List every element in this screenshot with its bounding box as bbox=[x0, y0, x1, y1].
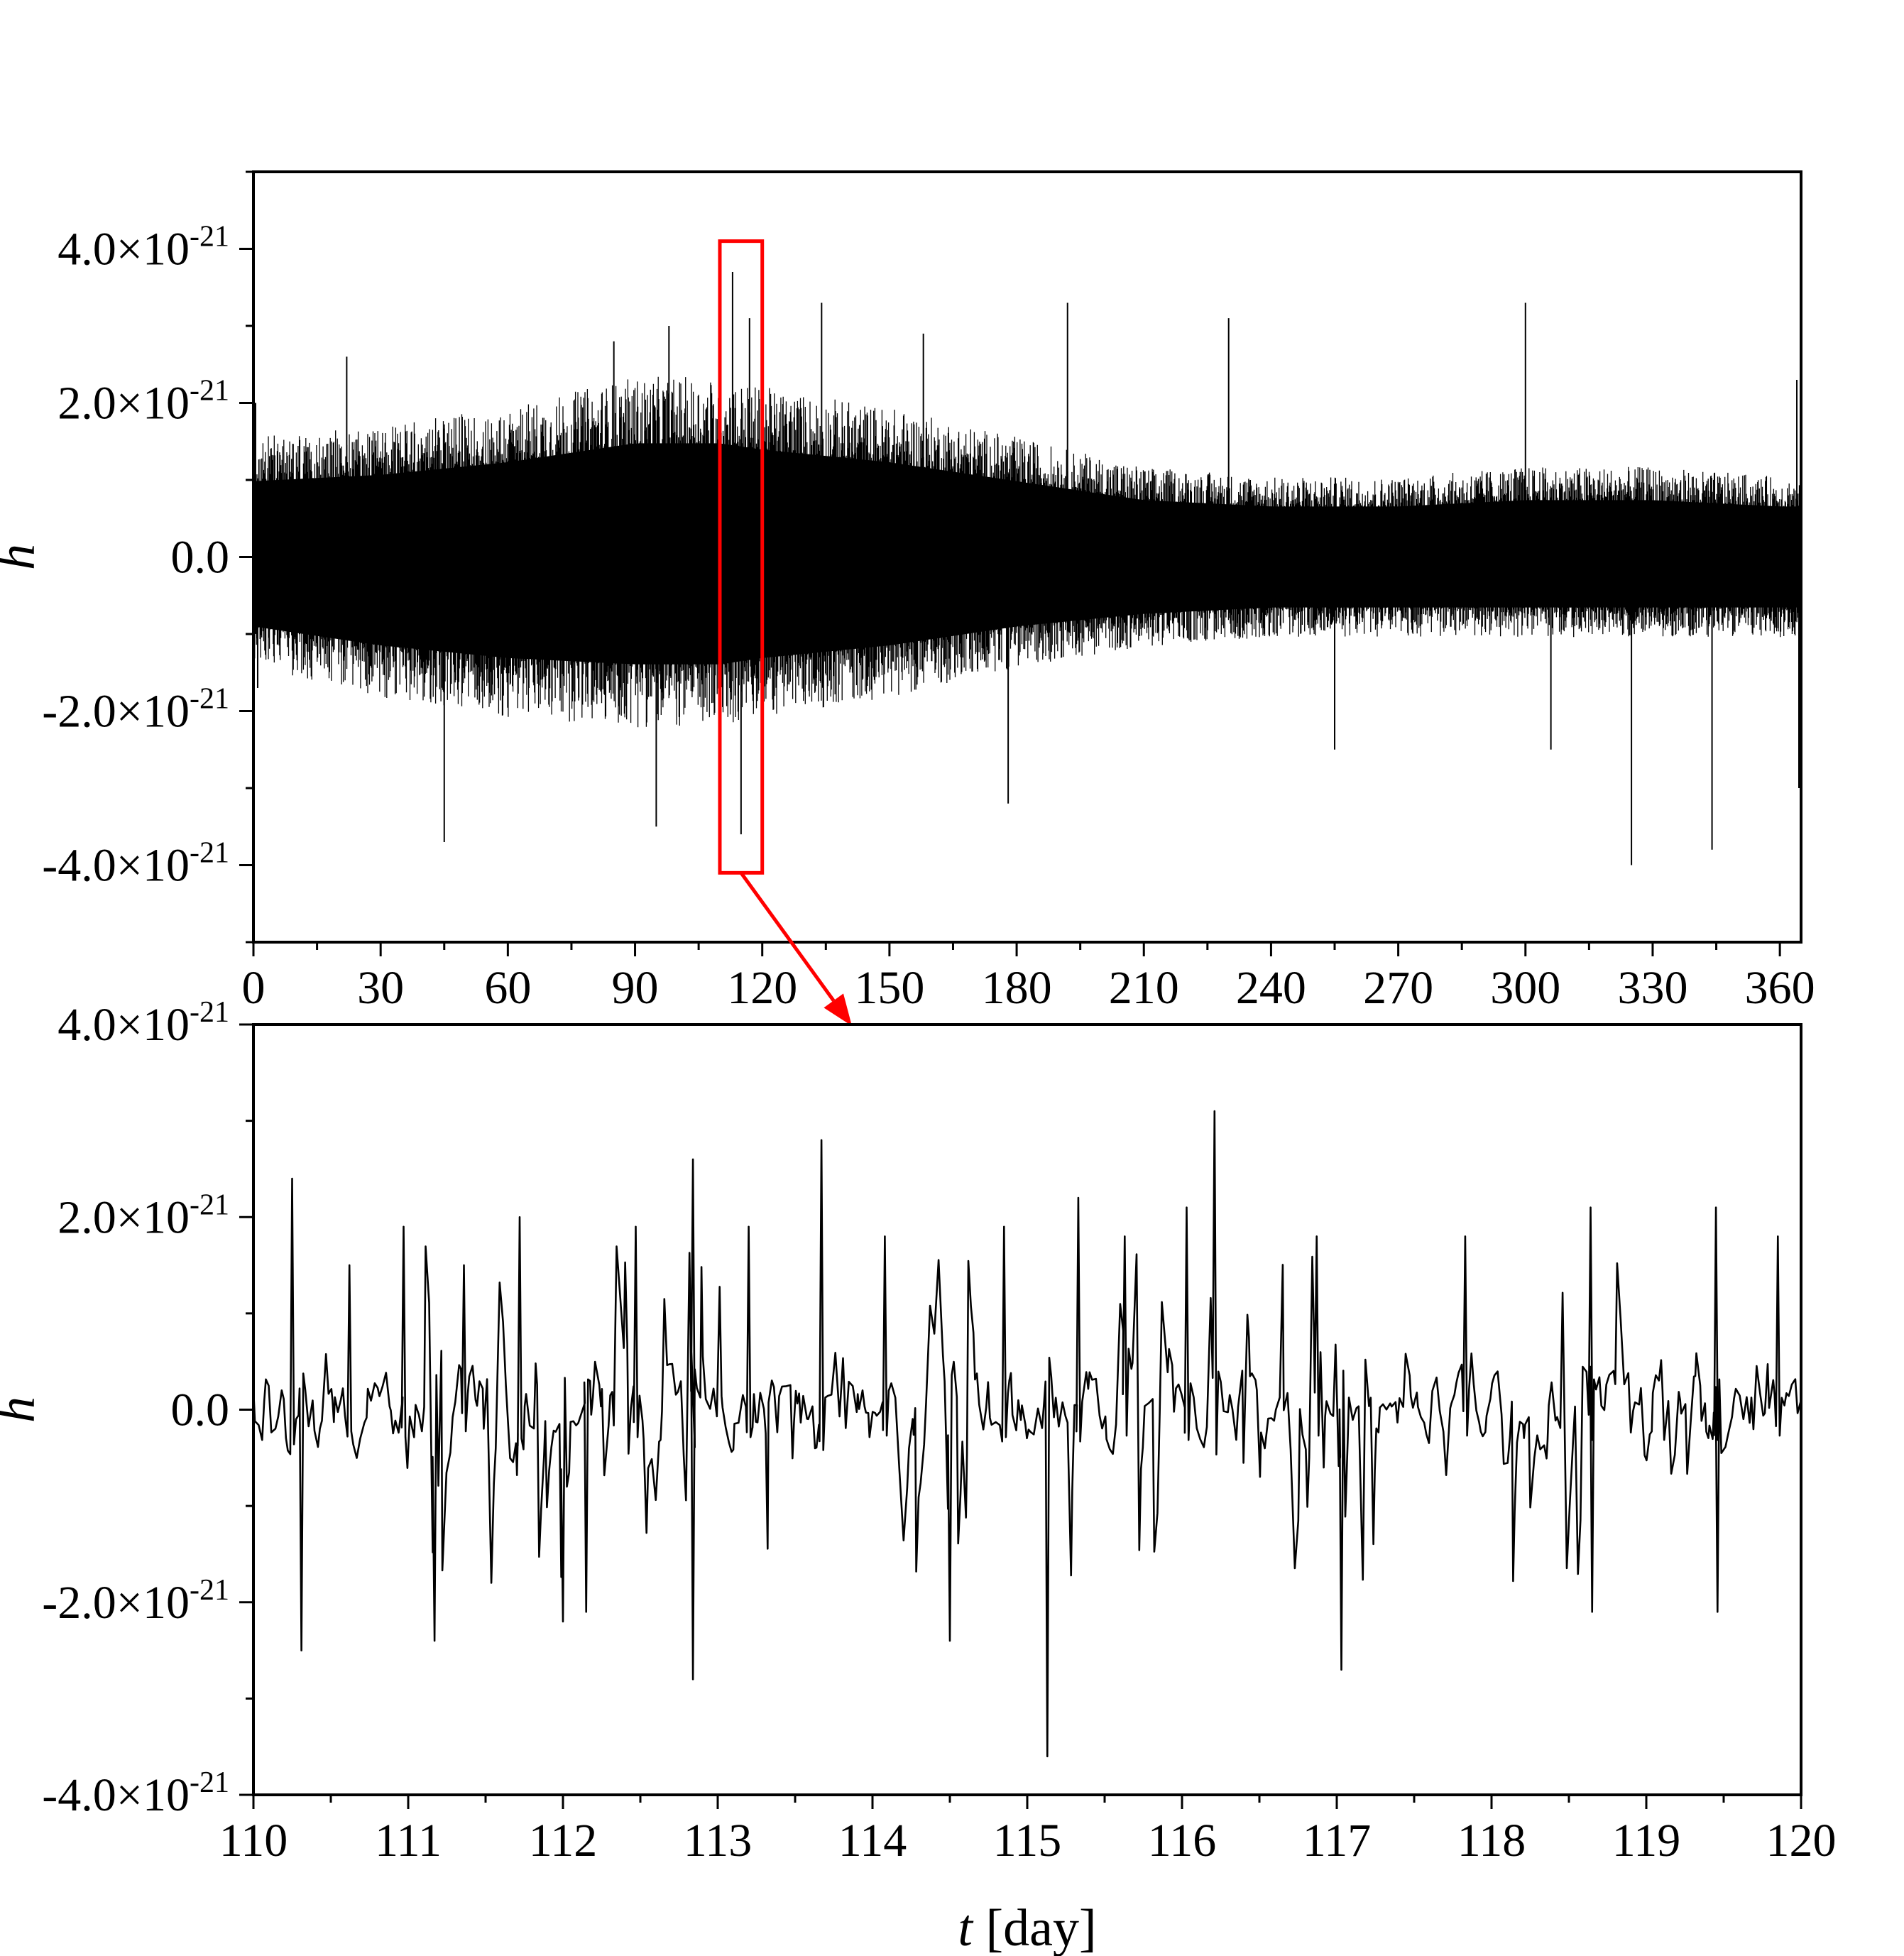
full-year-x-tick-label: 210 bbox=[1109, 962, 1179, 1014]
zoom-arrowhead bbox=[824, 993, 852, 1026]
zoom-panel: 4.0×10-21 2.0×10-21 0.0 -2.0×10-21 -4.0×10-2… bbox=[0, 996, 1837, 1956]
full-year-ticks bbox=[239, 170, 1781, 956]
full-year-signal-trace bbox=[253, 376, 1802, 728]
zoom-x-tick-label: 120 bbox=[1766, 1815, 1837, 1867]
full-year-x-tick-label: 270 bbox=[1363, 962, 1433, 1014]
zoom-x-tick-label: 114 bbox=[838, 1815, 907, 1867]
full-year-y-axis-label: h bbox=[0, 544, 46, 570]
zoom-y-tick-label: 0.0 bbox=[171, 1384, 230, 1436]
full-year-x-tick-label: 180 bbox=[982, 962, 1052, 1014]
zoom-x-tick-label: 119 bbox=[1612, 1815, 1681, 1867]
full-year-x-tick-label: 60 bbox=[484, 962, 531, 1014]
zoom-arrow bbox=[739, 871, 836, 1002]
full-year-y-tick-label: -2.0×10-21 bbox=[42, 683, 229, 738]
full-year-x-tick-label: 150 bbox=[854, 962, 924, 1014]
full-year-y-tick-label: -4.0×10-21 bbox=[42, 837, 229, 892]
zoom-y-tick-label: -2.0×10-21 bbox=[42, 1574, 229, 1629]
full-year-x-tick-label: 90 bbox=[612, 962, 659, 1014]
zoom-y-axis-label: h bbox=[0, 1397, 46, 1423]
zoom-x-tick-label: 117 bbox=[1303, 1815, 1372, 1867]
zoom-x-tick-label: 118 bbox=[1457, 1815, 1526, 1867]
full-year-y-tick-label: 4.0×10-21 bbox=[58, 221, 229, 275]
full-year-signal bbox=[253, 272, 1802, 865]
full-year-x-tick-label: 30 bbox=[357, 962, 404, 1014]
full-year-y-tick-label: 2.0×10-21 bbox=[58, 375, 229, 430]
zoom-x-tick-label: 113 bbox=[684, 1815, 753, 1867]
zoom-tick-labels: 4.0×10-21 2.0×10-21 0.0 -2.0×10-21 -4.0×10-2… bbox=[42, 996, 1836, 1867]
full-year-y-tick-label: 0.0 bbox=[171, 532, 230, 584]
zoom-signal-line bbox=[252, 1110, 1802, 1758]
full-year-x-tick-label: 300 bbox=[1490, 962, 1560, 1014]
full-year-x-tick-label: 120 bbox=[727, 962, 797, 1014]
zoom-x-tick-label: 112 bbox=[529, 1815, 598, 1867]
zoom-y-tick-label: 4.0×10-21 bbox=[58, 996, 229, 1051]
zoom-x-tick-label: 111 bbox=[375, 1815, 442, 1867]
zoom-y-tick-label: -4.0×10-21 bbox=[42, 1766, 229, 1821]
full-year-x-tick-label: 360 bbox=[1745, 962, 1815, 1014]
zoom-x-axis-label: t [day] bbox=[958, 1899, 1096, 1956]
zoom-x-tick-label: 110 bbox=[219, 1815, 288, 1867]
zoom-plot-frame bbox=[252, 1023, 1802, 1796]
full-year-x-tick-label: 0 bbox=[242, 962, 266, 1014]
full-year-x-tick-label: 330 bbox=[1617, 962, 1687, 1014]
zoom-x-tick-label: 116 bbox=[1148, 1815, 1217, 1867]
zoom-y-tick-label: 2.0×10-21 bbox=[58, 1189, 229, 1243]
zoom-x-tick-label: 115 bbox=[993, 1815, 1062, 1867]
full-year-plot-frame bbox=[252, 170, 1802, 944]
full-year-panel: 4.0×10-21 2.0×10-21 0.0 -2.0×10-21 -4.0×10-2… bbox=[0, 170, 1815, 1026]
full-year-x-tick-label: 240 bbox=[1236, 962, 1306, 1014]
